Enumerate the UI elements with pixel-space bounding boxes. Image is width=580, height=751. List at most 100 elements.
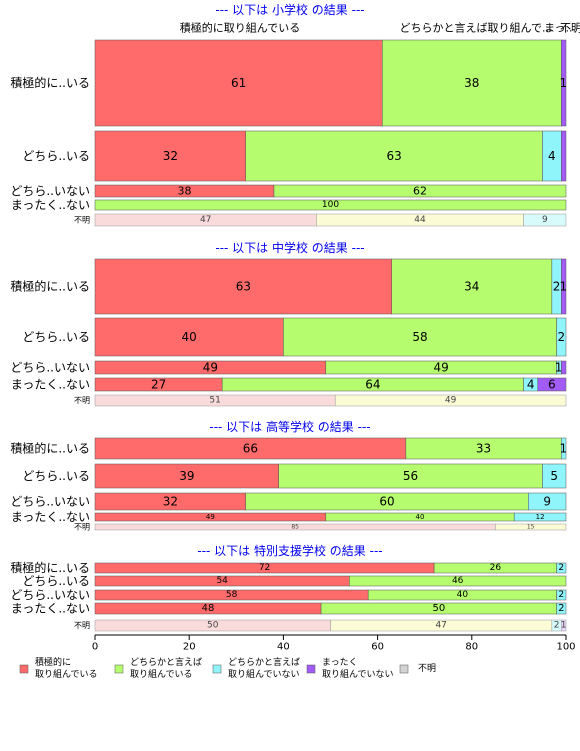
bar-value-label: 63 (236, 280, 251, 294)
bar-segment (561, 130, 567, 182)
unknown-value-label: 50 (207, 621, 219, 631)
bar-value-label: 58 (226, 590, 238, 600)
top-annotation: まっ... (544, 22, 576, 35)
legend-swatch (306, 664, 316, 674)
bar-segment (245, 130, 543, 182)
bar-value-label: 49 (203, 361, 218, 375)
row-label: まったく..ない (11, 602, 90, 616)
unknown-bar-segment (523, 213, 567, 227)
legend-label: 取り組んでいる (130, 668, 193, 680)
unknown-value-label: 47 (200, 215, 211, 225)
legend-swatch (19, 664, 29, 674)
bar-value-label: 32 (163, 495, 178, 509)
row-label: 積極的に..いる (10, 279, 90, 294)
bar-value-label: 40 (182, 330, 197, 344)
legend-label: 取り組んでいない (322, 668, 394, 680)
x-tick-label: 100 (556, 642, 575, 653)
bar-segment (273, 184, 567, 198)
legend-swatch (212, 664, 222, 674)
unknown-bar-segment (495, 523, 567, 531)
top-annotation: どちらかと言えば取り組んで... (400, 22, 553, 35)
legend-label: どちらかと言えば (228, 656, 300, 668)
unknown-bar-segment (561, 619, 567, 632)
bar-value-label: 64 (365, 378, 380, 392)
bar-value-label: 34 (464, 280, 479, 294)
bar-value-label: 66 (243, 442, 258, 456)
bar-segment (528, 492, 567, 511)
x-tick-label: 20 (183, 642, 196, 653)
bar-value-label: 50 (432, 603, 445, 614)
x-tick-label: 40 (277, 642, 290, 653)
row-label: どちら..いない (10, 361, 90, 375)
bar-value-label: 40 (416, 513, 425, 521)
row-label: どちら..いない (10, 588, 90, 602)
row-label: どちら..いない (10, 495, 90, 509)
bar-value-label: 38 (177, 185, 191, 198)
row-label: まったく..ない (11, 510, 90, 524)
top-annotation: 不明 (560, 22, 580, 35)
bar-segment (513, 512, 567, 522)
bar-segment (542, 463, 567, 489)
top-annotation: 積極的に取り組んでいる (180, 21, 300, 35)
bar-value-label: 2 (558, 603, 564, 614)
bar-value-label: 56 (403, 469, 418, 483)
bar-value-label: 2 (558, 590, 564, 600)
bar-value-label: 39 (179, 469, 194, 483)
bar-segment (537, 377, 567, 392)
row-label: どちら..いる (22, 330, 90, 344)
unknown-value-label: 47 (435, 621, 446, 631)
unknown-value-label: 85 (291, 524, 299, 531)
legend-label: 不明 (418, 663, 436, 674)
unknown-value-label: 49 (445, 396, 457, 406)
bar-value-label: 32 (163, 149, 178, 163)
row-label: どちら..いる (22, 469, 90, 483)
unknown-bar-segment (334, 394, 567, 407)
bar-value-label: 2 (558, 563, 564, 573)
panel-title: --- 以下は 特別支援学校 の結果 --- (197, 543, 382, 558)
row-label: どちら..いない (10, 184, 90, 198)
unknown-value-label: 51 (209, 396, 220, 406)
bar-value-label: 12 (536, 513, 545, 521)
row-label: どちら..いる (22, 149, 90, 163)
bar-segment (561, 39, 567, 127)
bar-value-label: 62 (413, 185, 427, 198)
bar-value-label: 27 (151, 378, 166, 392)
bar-value-label: 6 (548, 378, 556, 392)
bar-value-label: 2 (557, 330, 565, 344)
bar-value-label: 26 (490, 563, 502, 573)
bar-value-label: 54 (216, 576, 228, 586)
x-tick-label: 60 (371, 642, 384, 653)
row-label: 積極的に..いる (10, 560, 90, 575)
bar-segment (561, 437, 567, 460)
bar-value-label: 58 (412, 330, 427, 344)
bar-value-label: 49 (206, 513, 215, 521)
row-label: まったく..ない (11, 378, 90, 392)
row-label: 不明 (74, 216, 90, 225)
legend-swatch (114, 664, 124, 674)
legend-label: まったく (322, 657, 358, 668)
row-label: どちら..いる (22, 574, 90, 588)
bar-value-label: 5 (550, 469, 558, 483)
bar-value-label: 1 (559, 76, 567, 90)
unknown-value-label: 2 (554, 621, 560, 631)
bar-value-label: 40 (457, 590, 469, 600)
legend-label: 取り組んでいる (35, 668, 98, 680)
bar-segment (556, 589, 567, 601)
panel-title: --- 以下は 中学校 の結果 --- (215, 240, 364, 255)
bar-value-label: 49 (434, 361, 449, 375)
bar-value-label: 61 (231, 76, 246, 90)
bar-value-label: 33 (476, 442, 491, 456)
legend-label: 積極的に (35, 656, 71, 668)
unknown-value-label: 44 (414, 215, 426, 225)
legend-label: どちらかと言えば (130, 656, 202, 668)
bar-segment (561, 258, 567, 315)
bar-segment (556, 317, 567, 357)
panel-title: --- 以下は 小学校 の結果 --- (215, 2, 364, 17)
row-label: 不明 (74, 396, 90, 405)
bar-segment (94, 199, 567, 211)
bar-value-label: 4 (527, 378, 535, 392)
bar-value-label: 38 (464, 76, 479, 90)
unknown-value-label: 1 (561, 621, 567, 631)
